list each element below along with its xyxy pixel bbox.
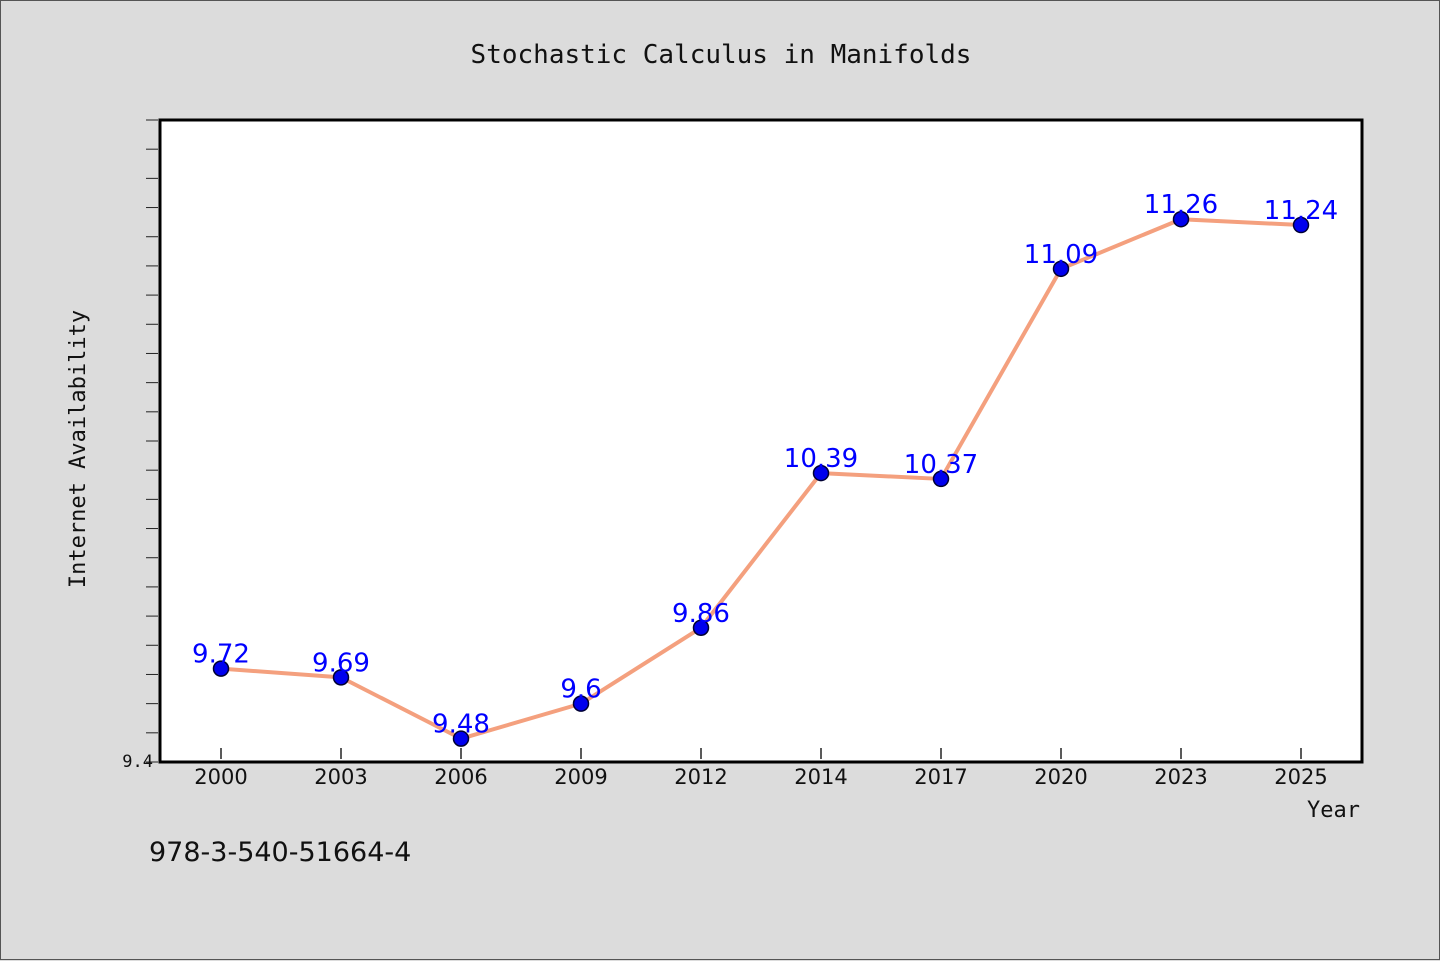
data-label: 9.72 (192, 640, 250, 670)
data-label: 11.26 (1144, 190, 1218, 220)
data-label: 10.37 (904, 450, 978, 480)
x-tick-label: 2006 (434, 765, 487, 789)
x-tick-label: 2009 (554, 765, 607, 789)
data-label: 9.48 (432, 710, 490, 740)
data-point (1172, 210, 1190, 228)
data-label: 9.6 (560, 675, 601, 705)
x-tick-label: 2000 (194, 765, 247, 789)
data-point (932, 470, 950, 488)
data-points (212, 210, 1310, 747)
data-point (692, 619, 710, 637)
chart-title: Stochastic Calculus in Manifolds (471, 40, 972, 70)
x-tick-label: 2003 (314, 765, 367, 789)
data-label: 11.24 (1264, 196, 1338, 226)
data-label: 9.69 (312, 648, 370, 678)
data-point (332, 669, 350, 686)
x-axis-label: Year (1307, 798, 1360, 823)
x-tick-label: 2017 (914, 765, 967, 789)
x-axis-tick-labels: 2000 2003 2006 2009 2012 2014 2017 2020 2023 2025 (194, 765, 1327, 789)
x-tick-label: 2014 (794, 765, 847, 789)
data-point (452, 730, 470, 747)
y-axis-ticks (146, 119, 158, 763)
x-tick-label: 2020 (1034, 765, 1087, 789)
data-point (212, 660, 230, 677)
data-label: 9.86 (672, 599, 730, 629)
x-tick-label: 2025 (1274, 765, 1327, 789)
data-point (572, 695, 590, 712)
isbn-footnote: 978-3-540-51664-4 (149, 837, 412, 868)
data-label: 10.39 (784, 444, 858, 474)
x-axis-ticks (220, 748, 1302, 759)
data-point (812, 464, 830, 482)
x-tick-label: 2023 (1154, 765, 1207, 789)
series-line (220, 217, 1302, 741)
data-labels: 9.72 9.69 9.48 9.6 9.86 10.39 10.37 11.09 11.26 1… (192, 190, 1338, 739)
data-point (1292, 216, 1310, 234)
y-tick-label-min: 9.4 (122, 752, 153, 772)
x-tick-label: 2012 (674, 765, 727, 789)
data-label: 11.09 (1024, 240, 1098, 270)
y-axis-label: Internet Availability (66, 310, 91, 588)
data-point (1052, 260, 1070, 278)
